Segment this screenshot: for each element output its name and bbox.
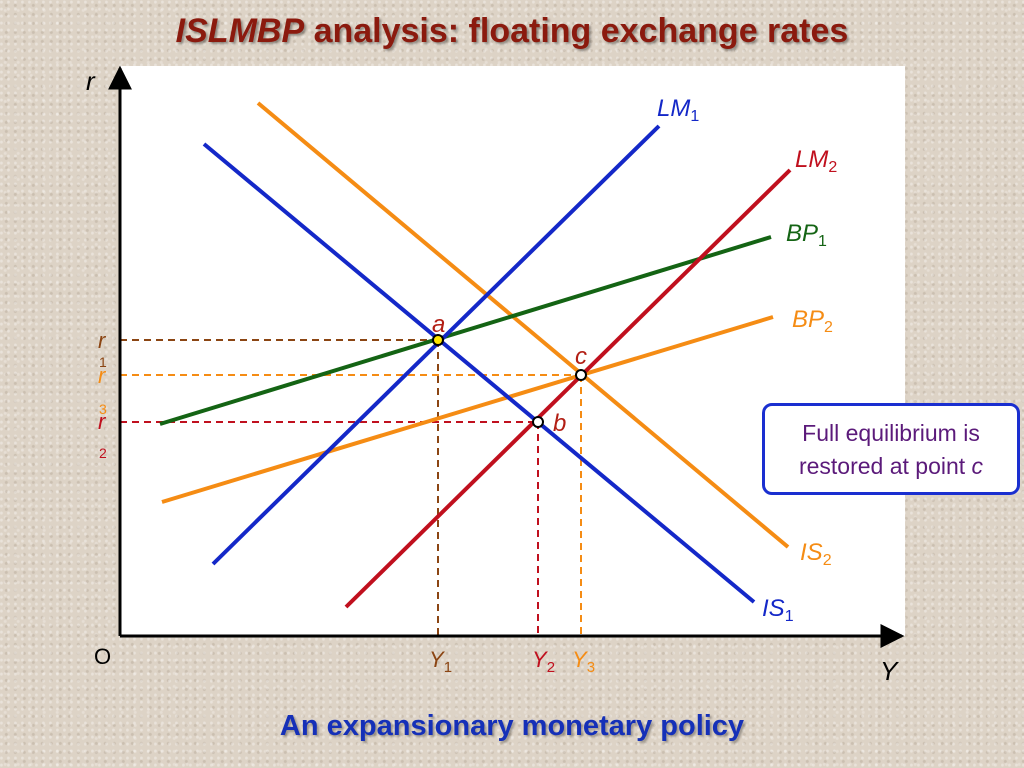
bp1-label: BP1 xyxy=(786,220,827,250)
title-emphasis: ISLMBP xyxy=(175,12,305,50)
point-c-label: c xyxy=(575,343,587,370)
origin-label: O xyxy=(94,644,111,669)
lm2-label: LM2 xyxy=(795,146,837,176)
lm1-label: LM1 xyxy=(657,95,699,125)
slide-title: ISLMBP analysis: floating exchange rates xyxy=(0,12,1024,51)
r3-label: r xyxy=(98,363,107,388)
bp2-curve xyxy=(161,315,774,504)
x-axis-label: Y xyxy=(880,656,899,686)
y2-label: Y2 xyxy=(532,647,555,676)
is1-label: IS1 xyxy=(762,595,794,625)
y1-label: Y1 xyxy=(429,647,452,676)
is1-curve xyxy=(202,142,756,604)
title-rest: analysis: floating exchange rates xyxy=(304,12,849,50)
y3-label: Y3 xyxy=(572,647,595,676)
slide-footer: An expansionary monetary policy xyxy=(279,710,745,742)
note-line-2: restored at point c xyxy=(765,450,1017,483)
r3-sub: 3 xyxy=(99,401,107,417)
r2-label: r xyxy=(98,409,107,434)
note-line-2-prefix: restored at point xyxy=(798,453,972,479)
point-a-label: a xyxy=(432,311,445,338)
is2-label: IS2 xyxy=(800,539,832,569)
point-a-marker xyxy=(432,334,444,346)
lm2-curve xyxy=(344,168,792,609)
equilibrium-note: Full equilibrium is restored at point c xyxy=(762,403,1020,495)
bp1-curve xyxy=(159,235,772,426)
point-b-marker xyxy=(532,416,544,428)
note-point: c xyxy=(971,453,984,479)
point-b-label: b xyxy=(553,410,566,437)
r1-label: r xyxy=(98,328,107,353)
r1-sub: 1 xyxy=(99,354,107,370)
point-c-marker xyxy=(575,369,587,381)
y-axis-label: r xyxy=(86,66,96,96)
is2-curve xyxy=(256,101,790,549)
r2-sub: 2 xyxy=(99,445,107,461)
plot-area xyxy=(120,66,905,636)
bp2-label: BP2 xyxy=(792,306,833,336)
note-line-1: Full equilibrium is xyxy=(802,420,980,446)
